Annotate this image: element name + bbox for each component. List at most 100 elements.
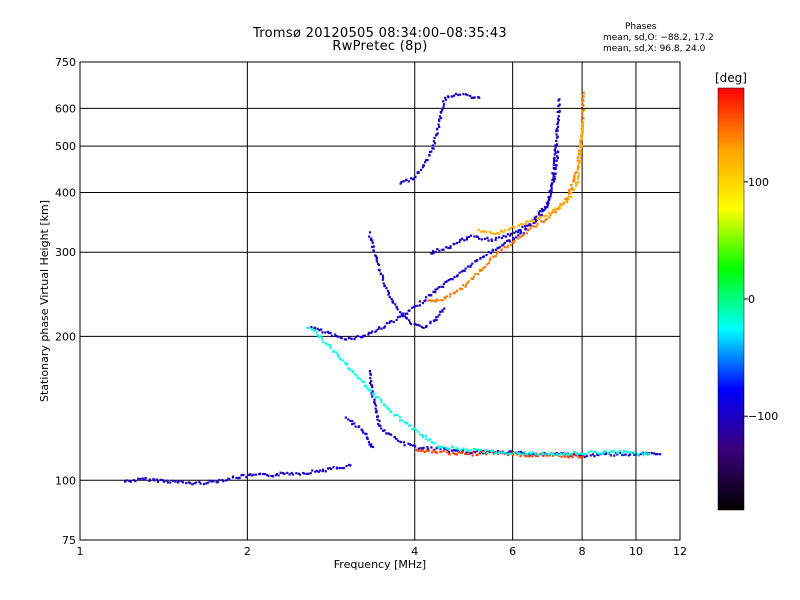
data-point xyxy=(519,222,522,225)
data-point xyxy=(467,235,471,239)
data-point xyxy=(567,195,570,198)
data-point xyxy=(371,245,374,248)
data-point xyxy=(348,368,352,371)
data-point xyxy=(535,225,538,228)
data-point xyxy=(568,453,571,456)
data-point xyxy=(551,211,554,214)
data-point xyxy=(555,130,558,133)
y-tick-label: 500 xyxy=(55,140,76,153)
data-point xyxy=(425,449,428,452)
data-point xyxy=(401,419,404,422)
data-point xyxy=(546,203,549,207)
data-point xyxy=(581,124,584,127)
data-point xyxy=(557,99,560,102)
data-point xyxy=(397,439,400,442)
data-point xyxy=(399,182,402,185)
data-point xyxy=(506,239,509,242)
data-point xyxy=(314,329,317,332)
data-point xyxy=(513,240,516,243)
data-point xyxy=(349,464,352,467)
data-point xyxy=(369,445,373,448)
data-point xyxy=(466,94,469,97)
data-point xyxy=(492,232,495,235)
data-point xyxy=(622,449,625,453)
data-point xyxy=(433,142,437,145)
data-point xyxy=(577,153,581,156)
data-point xyxy=(472,451,475,454)
data-point xyxy=(581,111,584,114)
data-point xyxy=(545,202,548,205)
data-point xyxy=(553,180,556,183)
data-point xyxy=(470,96,473,99)
data-point xyxy=(396,414,399,417)
data-point xyxy=(579,140,582,144)
data-point xyxy=(485,453,488,456)
data-point xyxy=(424,296,428,299)
data-point xyxy=(581,132,584,135)
data-point xyxy=(377,262,380,265)
data-point xyxy=(443,307,446,310)
data-point xyxy=(513,226,516,229)
data-point xyxy=(402,180,405,183)
data-point xyxy=(656,453,659,456)
data-point xyxy=(490,238,493,241)
data-point xyxy=(467,280,470,283)
colorbar-tick-label: 100 xyxy=(748,176,769,189)
data-point xyxy=(354,425,357,428)
data-point xyxy=(541,452,545,456)
data-point xyxy=(413,305,417,308)
data-point xyxy=(502,243,505,246)
data-point xyxy=(543,220,546,223)
data-point xyxy=(517,452,520,455)
data-point xyxy=(455,453,459,456)
data-point xyxy=(552,173,555,176)
data-point xyxy=(440,298,443,302)
data-point xyxy=(435,319,438,322)
data-point xyxy=(328,344,332,347)
data-point xyxy=(354,335,357,339)
data-point xyxy=(626,451,629,454)
data-point xyxy=(373,400,376,404)
data-point xyxy=(374,255,378,258)
data-point xyxy=(315,331,318,334)
x-axis-label: Frequency [MHz] xyxy=(334,558,426,571)
data-point xyxy=(578,456,581,459)
data-point xyxy=(525,220,528,223)
data-point xyxy=(579,149,582,152)
data-point xyxy=(430,150,433,153)
data-point xyxy=(362,334,365,337)
data-point xyxy=(640,452,643,456)
data-point xyxy=(429,320,432,323)
data-point xyxy=(436,287,439,290)
data-point xyxy=(486,263,489,266)
data-point xyxy=(435,128,439,131)
data-point xyxy=(279,471,282,474)
data-point xyxy=(240,474,243,477)
data-point xyxy=(551,172,554,175)
data-point xyxy=(556,453,559,456)
data-point xyxy=(370,443,373,446)
data-point xyxy=(558,111,561,114)
data-point xyxy=(581,129,584,132)
data-point xyxy=(351,423,354,426)
data-point xyxy=(379,398,383,401)
data-point xyxy=(459,93,462,96)
data-point xyxy=(313,326,316,329)
data-point xyxy=(517,450,520,454)
data-point xyxy=(375,260,378,263)
data-point xyxy=(454,449,457,452)
data-point xyxy=(448,447,451,450)
data-point xyxy=(449,295,452,298)
data-point xyxy=(503,241,506,245)
data-point xyxy=(585,453,588,456)
data-point xyxy=(462,449,465,452)
data-point xyxy=(432,147,435,150)
data-point xyxy=(575,183,578,186)
data-point xyxy=(412,444,415,447)
data-point xyxy=(445,295,448,298)
data-point xyxy=(629,451,632,454)
data-point xyxy=(552,178,555,181)
data-point xyxy=(548,216,551,219)
data-point xyxy=(564,451,568,454)
data-point xyxy=(566,201,569,204)
